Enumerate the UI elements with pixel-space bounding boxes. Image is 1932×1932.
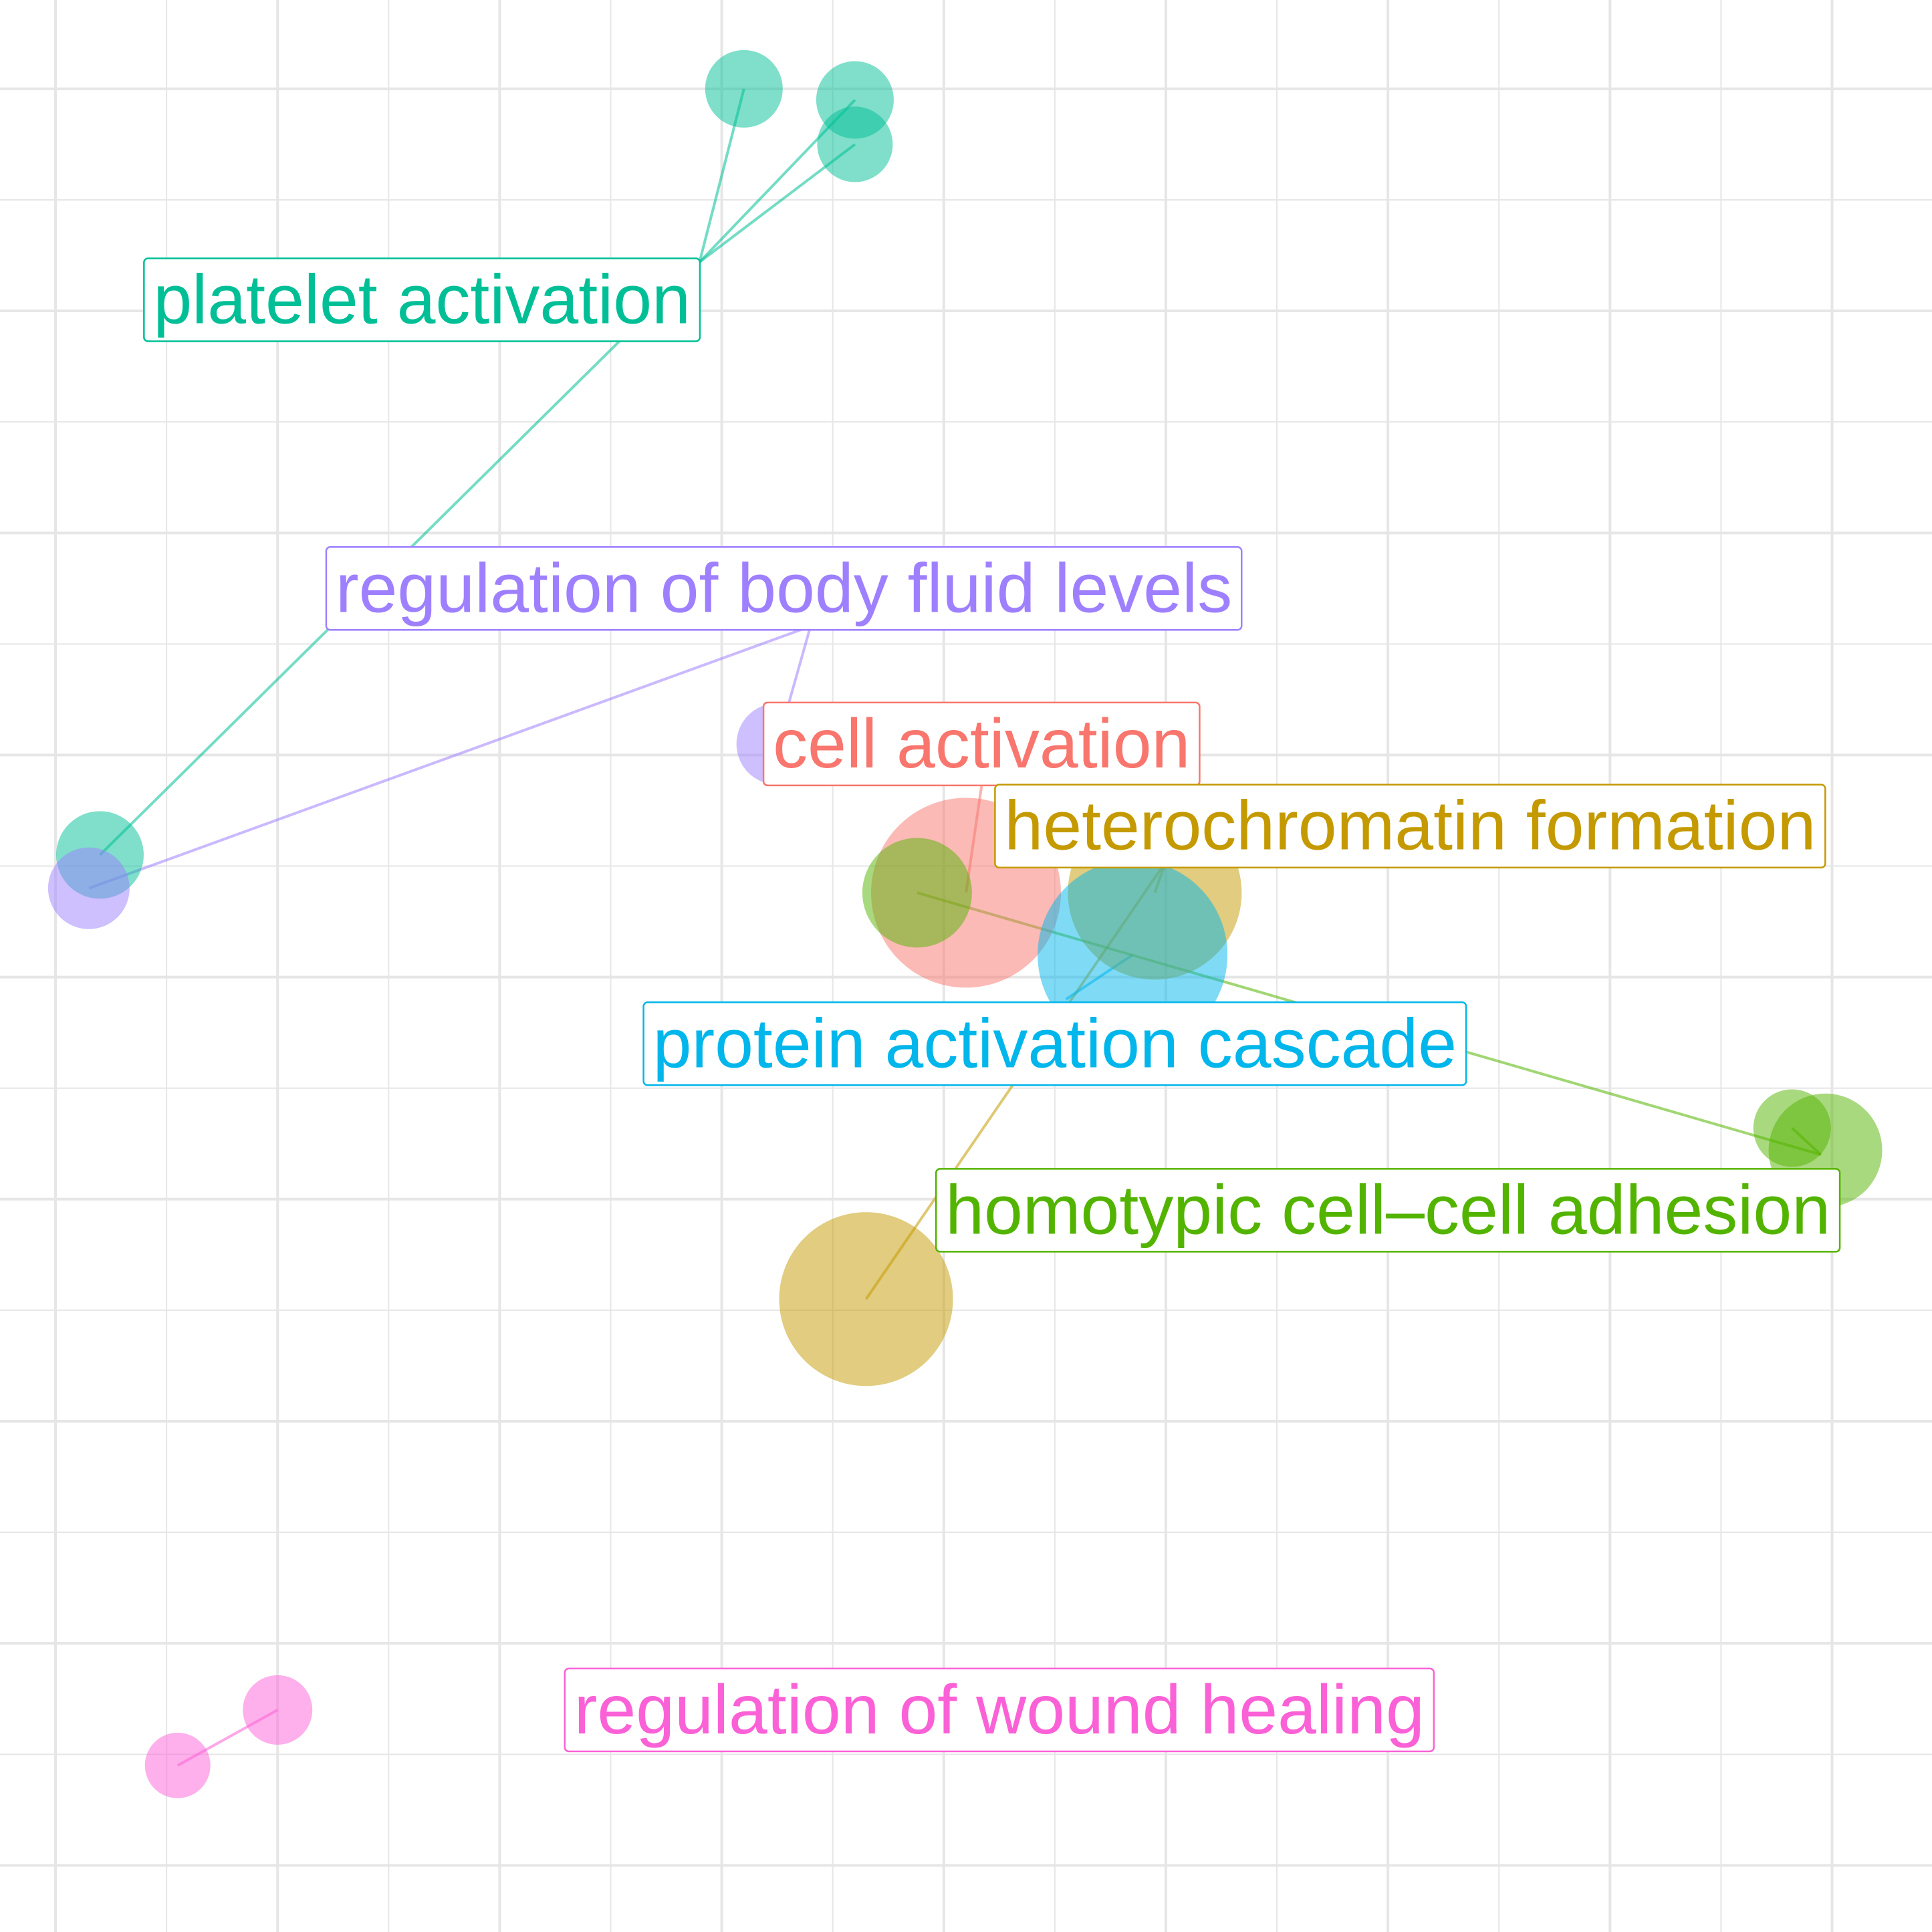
cluster-label-box — [994, 783, 1826, 868]
cluster-label-box — [642, 1001, 1467, 1086]
data-point — [705, 49, 783, 128]
cluster-labels: platelet activation regulation of body fl… — [143, 257, 1841, 1753]
cluster-label-text: cell activation — [773, 705, 1190, 783]
cluster-label-text: platelet activation — [153, 261, 691, 338]
cluster-label: protein activation cascade — [642, 1001, 1467, 1086]
cluster-label-text: heterochromatin formation — [1004, 788, 1816, 865]
cluster-label-text: regulation of body fluid levels — [336, 550, 1232, 627]
data-point — [243, 1675, 313, 1745]
cluster-label-box — [564, 1667, 1435, 1753]
cluster-label-box — [935, 1168, 1841, 1253]
cluster-label: homotypic cell–cell adhesion — [935, 1168, 1841, 1253]
data-point — [779, 1212, 953, 1386]
cluster-label-text: protein activation cascade — [653, 1005, 1457, 1082]
leader-line — [88, 624, 812, 890]
cluster-label-text: homotypic cell–cell adhesion — [945, 1171, 1830, 1249]
data-point — [144, 1732, 211, 1798]
data-point — [817, 106, 893, 183]
data-point — [862, 838, 972, 948]
cluster-label: regulation of wound healing — [564, 1667, 1435, 1753]
cluster-label-box — [762, 701, 1201, 787]
cluster-label: heterochromatin formation — [994, 783, 1826, 868]
cluster-label-box — [143, 257, 701, 342]
cluster-label: platelet activation — [143, 257, 701, 342]
cluster-label-text: regulation of wound healing — [574, 1671, 1425, 1749]
data-points — [47, 49, 1883, 1798]
data-point — [47, 847, 130, 929]
cluster-label-box — [325, 546, 1243, 631]
cluster-label: cell activation — [762, 701, 1201, 787]
cluster-label: regulation of body fluid levels — [325, 546, 1243, 631]
